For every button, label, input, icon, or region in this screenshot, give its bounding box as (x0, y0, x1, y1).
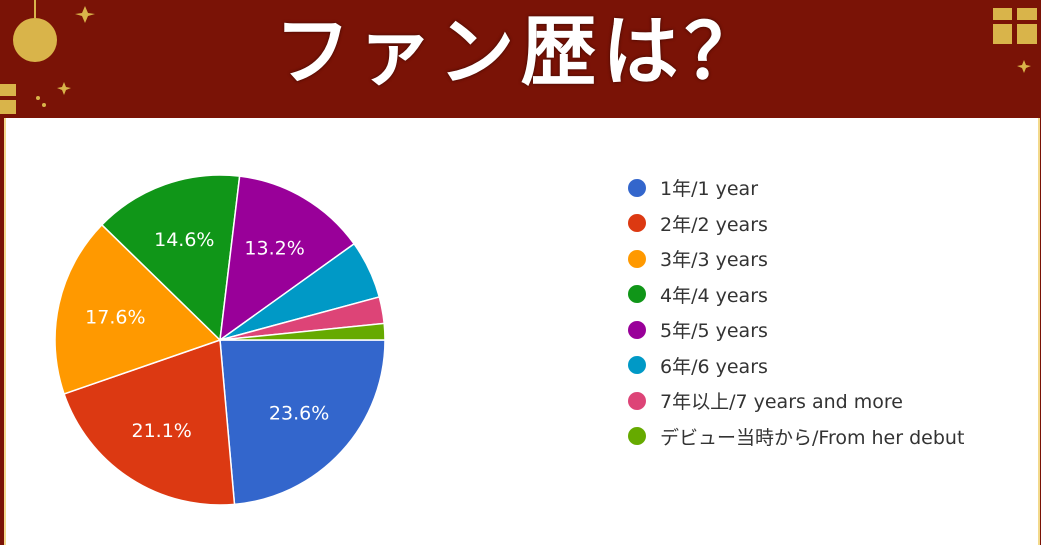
legend-swatch (628, 249, 646, 268)
pie-slice (63, 338, 236, 506)
legend-swatch (628, 178, 646, 197)
sparkle-icon (36, 6, 1031, 107)
legend-item: 1年/1 year (628, 170, 964, 206)
chart-legend: 1年/1 year 2年/2 years 3年/3 years 4年/4 years 5… (628, 170, 964, 454)
legend-label: 7年以上/7 years and more (660, 391, 903, 414)
decoration-layer (0, 0, 1037, 114)
legend-label: 4年/4 years (660, 284, 768, 307)
legend-label: 5年/5 years (660, 320, 768, 343)
slice-data-label: 13.2% (244, 238, 304, 260)
pie-slice (219, 339, 386, 506)
legend-item: 4年/4 years (628, 277, 964, 313)
slice-data-label: 21.1% (132, 420, 192, 442)
legend-swatch (628, 427, 646, 446)
pie-slice (219, 175, 356, 342)
pie-slice (54, 223, 222, 395)
legend-item: 2年/2 years (628, 206, 964, 242)
legend-swatch (628, 214, 646, 233)
legend-swatch (628, 356, 646, 375)
legend-label: 2年/2 years (660, 213, 768, 236)
legend-label: 1年/1 year (660, 178, 759, 201)
slice-data-label: 23.6% (269, 402, 329, 424)
legend-item: 5年/5 years (628, 312, 964, 348)
legend-label: 3年/3 years (660, 249, 768, 272)
legend-item: 7年以上/7 years and more (628, 383, 964, 419)
slice-data-label: 17.6% (85, 307, 145, 329)
legend-label: 6年/6 years (660, 355, 768, 378)
pie-slice (219, 322, 386, 341)
gift-box-icon (0, 84, 16, 114)
legend-item: デビュー当時から/From her debut (628, 419, 964, 455)
legend-swatch (628, 285, 646, 304)
legend-label: デビュー当時から/From her debut (660, 426, 965, 449)
slice-data-label: 14.6% (154, 229, 214, 251)
legend-item: 6年/6 years (628, 348, 964, 384)
page-title: ファン歴は？ (274, 7, 767, 96)
pie-slice (100, 174, 241, 342)
legend-swatch (628, 320, 646, 339)
gift-box-icon (993, 8, 1037, 44)
ornament-icon (13, 0, 57, 62)
title-banner: ファン歴は？ (0, 0, 1041, 118)
legend-swatch (628, 391, 646, 410)
legend-item: 3年/3 years (628, 241, 964, 277)
